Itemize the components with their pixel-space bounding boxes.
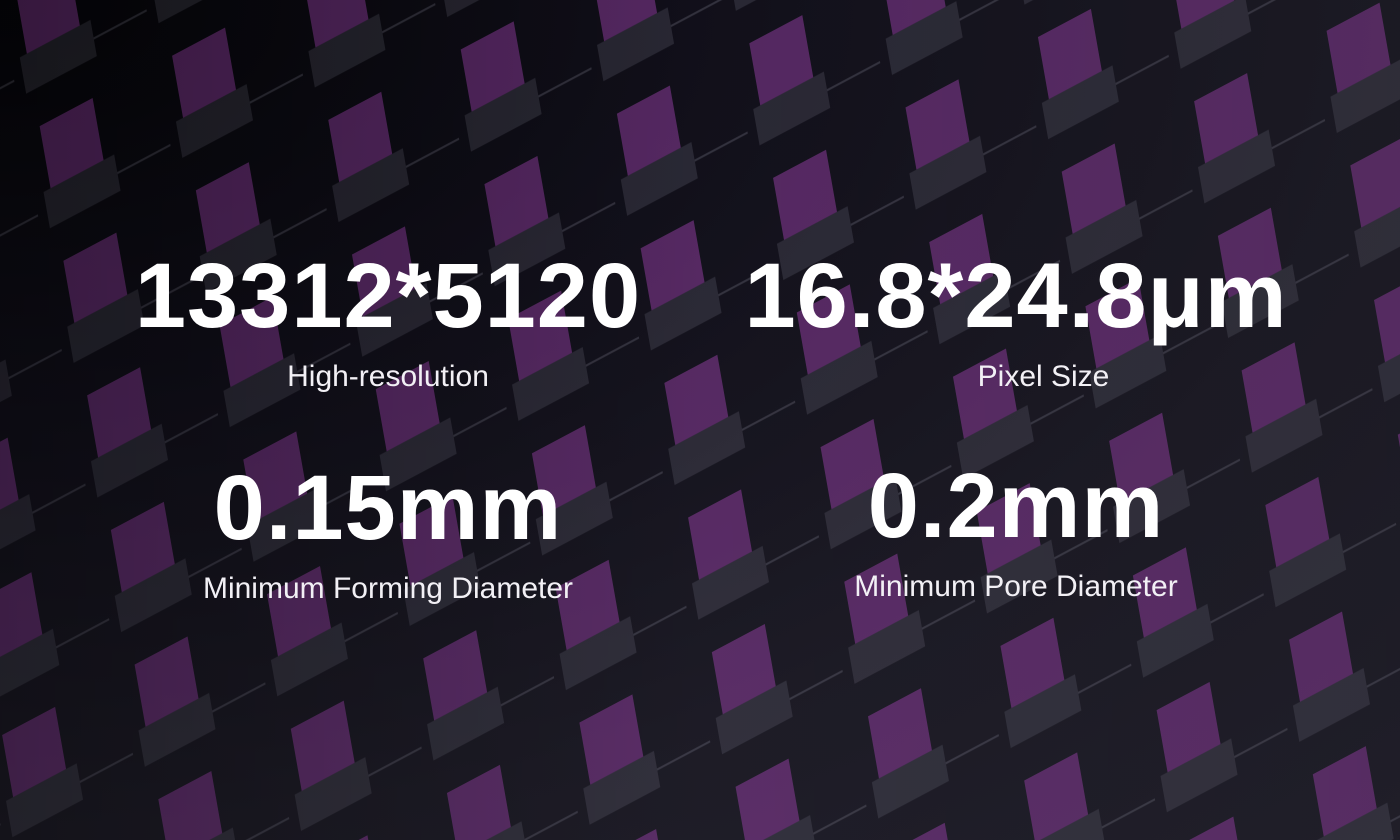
stat-value: 0.2mm — [867, 455, 1165, 557]
stat-value: 0.15mm — [213, 457, 563, 559]
stat-value: 13312*5120 — [134, 245, 642, 347]
stat-value: 16.8*24.8μm — [744, 245, 1288, 347]
stat-pixel-size: 16.8*24.8μm Pixel Size — [706, 250, 1326, 394]
stat-label: Minimum Pore Diameter — [854, 570, 1178, 603]
stat-forming-diameter: 0.15mm Minimum Forming Diameter — [78, 462, 698, 606]
stat-pore-diameter: 0.2mm Minimum Pore Diameter — [706, 460, 1326, 604]
stat-label: Pixel Size — [977, 360, 1110, 393]
stat-resolution: 13312*5120 High-resolution — [78, 250, 698, 394]
stat-label: High-resolution — [287, 360, 489, 393]
stat-label: Minimum Forming Diameter — [202, 572, 574, 605]
